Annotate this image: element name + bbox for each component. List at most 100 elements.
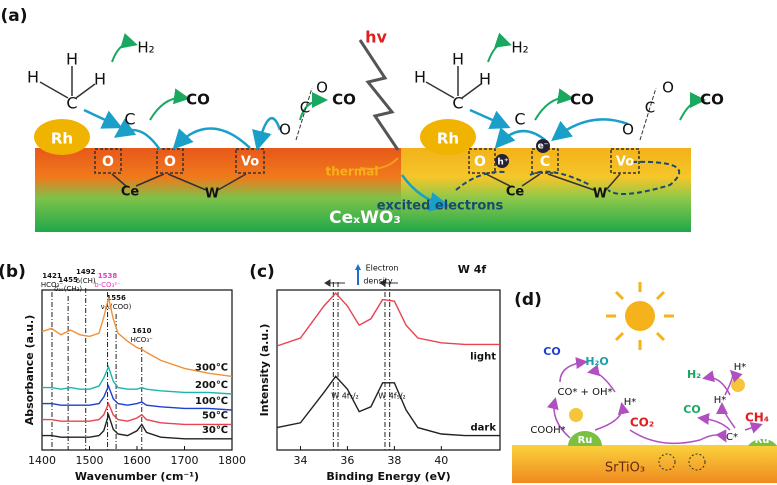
label: thermal	[325, 165, 378, 179]
sad-face	[569, 408, 583, 422]
series-label: dark	[471, 423, 497, 434]
label: Rh	[437, 130, 459, 148]
rh-particle	[420, 119, 476, 155]
y-axis-label: Intensity (a.u.)	[258, 324, 271, 417]
series-label: 50℃	[202, 410, 228, 421]
annotation-text: W 4f	[458, 263, 487, 276]
plot-frame	[276, 289, 501, 451]
panel-b: (b) 1400 1500 1600 1700 1800 Wavenumber (cm⁻¹)…	[0, 262, 246, 483]
thermal-arrow	[359, 157, 399, 170]
label: H	[479, 70, 491, 89]
annotation-text: b-CO₃²⁻	[94, 281, 121, 289]
label: CH₄	[745, 411, 769, 425]
label: C	[514, 110, 525, 129]
x-tick-label: 38	[387, 454, 401, 467]
x-tick-label: 40	[434, 454, 448, 467]
annotation-text: δₐₛ(CH₃)	[54, 285, 82, 293]
electron	[536, 139, 550, 153]
label: SrTiO₃	[605, 461, 645, 476]
x-tick-label: 1800	[218, 454, 246, 467]
panel-d: (d) CO H₂O CO* + OH* H* COOH* Ru CO₂ CO H₂ H* H* CH₄…	[512, 282, 777, 483]
x-tick-label: 36	[340, 454, 354, 467]
label: C	[300, 99, 310, 117]
annotation-number: 1492	[76, 268, 96, 276]
label: O	[164, 154, 176, 170]
label: H₂	[687, 368, 701, 381]
rh-particle	[34, 119, 90, 155]
x-tick-label: 1400	[28, 454, 56, 467]
panel-c: (c) 34 36 38 40 Binding Energy (eV) Intensity …	[249, 262, 501, 483]
series-line	[276, 292, 500, 347]
series-line	[42, 364, 233, 395]
panel-label: (c)	[249, 262, 275, 282]
bond-break	[295, 87, 313, 141]
green-arrows	[111, 32, 706, 121]
shift-arrows	[324, 264, 398, 287]
label: H	[27, 68, 39, 87]
label: C	[124, 110, 135, 129]
sun	[625, 301, 655, 331]
label: Vo	[241, 155, 259, 170]
label: Ru	[578, 435, 593, 446]
series-line	[42, 412, 232, 440]
substrate	[512, 445, 777, 483]
annotation-text: HCO₃⁻	[131, 336, 153, 344]
label: H	[414, 68, 426, 87]
y-axis-label: Absorbance (a.u.)	[23, 315, 36, 426]
reaction-arrows	[547, 357, 763, 445]
annotation-text: W 4f₅/₂	[378, 392, 405, 401]
label: H₂	[137, 39, 154, 57]
series-line	[276, 375, 500, 437]
vacancy	[658, 453, 676, 471]
x-tick-label: 1700	[171, 454, 199, 467]
label: COOH*	[530, 425, 565, 436]
annotation-number: 1610	[132, 327, 152, 335]
label: H	[66, 50, 78, 69]
series-label: 30℃	[202, 425, 228, 436]
label: CeₓWO₃	[329, 208, 401, 228]
label: CO	[543, 345, 560, 358]
annotation-text: density	[363, 277, 393, 286]
series-label: 200℃	[195, 380, 228, 391]
label: C	[452, 94, 463, 113]
label: C	[540, 154, 550, 170]
x-tick-label: 1600	[123, 454, 151, 467]
label: Ru	[755, 435, 770, 446]
label: O	[622, 121, 634, 139]
label: CO	[700, 91, 724, 109]
label: C	[645, 99, 655, 117]
label: Ce	[506, 185, 525, 200]
label: O	[316, 79, 328, 97]
label: O	[279, 121, 291, 139]
label: CO	[683, 403, 700, 416]
label: H*	[734, 362, 747, 373]
label: e⁻	[538, 142, 549, 152]
series-label: 300℃	[195, 362, 228, 373]
label: CO	[570, 91, 594, 109]
label: C*	[726, 432, 738, 443]
series-label: 100℃	[195, 396, 228, 407]
ru-particle	[568, 431, 602, 446]
annotation-number: 1455	[58, 276, 78, 284]
annotation-number: 1421	[42, 272, 62, 280]
annotation-text: Electron	[366, 264, 399, 273]
label: excited electrons	[377, 199, 504, 214]
x-tick-label: 34	[293, 454, 307, 467]
electron-paths	[455, 160, 681, 195]
blue-arrows	[83, 108, 629, 212]
label: Vo	[616, 155, 634, 170]
annotation-number: 1556	[106, 294, 126, 302]
panel-label: (b)	[0, 262, 26, 282]
vacancy	[688, 453, 706, 471]
x-tick-label: 1500	[76, 454, 104, 467]
x-axis-label: Wavenumber (cm⁻¹)	[75, 470, 199, 483]
label: H*	[624, 397, 637, 408]
series-line	[42, 401, 232, 426]
label: O	[102, 154, 114, 170]
label: h⁺	[497, 158, 508, 168]
label: Rh	[51, 130, 73, 148]
annotation-text: νₐₛ(COO)	[101, 303, 132, 311]
label: O	[662, 79, 674, 97]
label: CO	[332, 91, 356, 109]
